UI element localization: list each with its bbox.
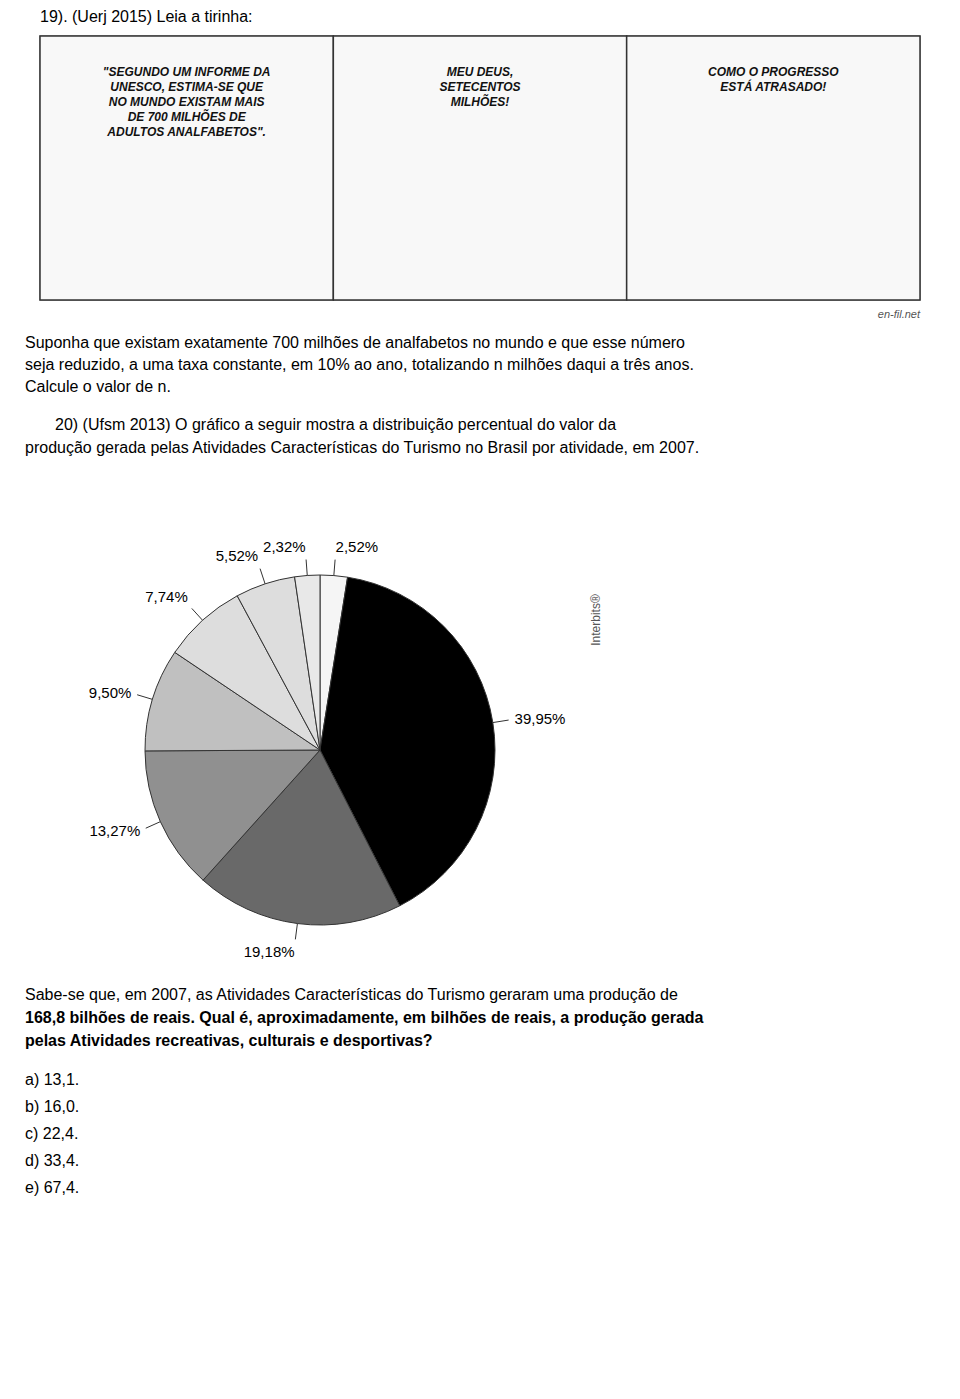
label-leader xyxy=(146,822,161,829)
label-leader xyxy=(306,560,307,576)
comic-strip xyxy=(40,36,920,300)
comic-text: MEU DEUS,SETECENTOSMILHÕES! xyxy=(439,65,520,109)
data-label: 5,52% xyxy=(216,547,259,564)
data-label: 19,18% xyxy=(244,943,295,960)
data-label: 2,52% xyxy=(336,538,379,555)
paragraph: Suponha que existam exatamente 700 milhõ… xyxy=(25,334,694,395)
label-leader xyxy=(334,560,335,576)
pie-slice xyxy=(295,575,320,750)
comic-panel xyxy=(627,36,920,300)
data-label: 13,27% xyxy=(89,822,140,839)
answer-option: e) 67,4. xyxy=(25,1179,79,1196)
watermark: Interbits® xyxy=(589,594,603,646)
question-text: Sabe-se que, em 2007, as Atividades Cara… xyxy=(25,986,678,1003)
data-label: 7,74% xyxy=(145,588,188,605)
question-title: 20) (Ufsm 2013) O gráfico a seguir mostr… xyxy=(55,416,616,433)
label-leader xyxy=(137,695,152,700)
comic-panel xyxy=(40,36,333,300)
pie-chart xyxy=(145,575,495,925)
pie-slice xyxy=(145,750,320,880)
answer-option: d) 33,4. xyxy=(25,1152,79,1169)
watermark: en-fil.net xyxy=(878,308,921,320)
question-text: 168,8 bilhões de reais. Qual é, aproxima… xyxy=(25,1009,704,1026)
page: 19). (Uerj 2015) Leia a tirinha: "SEGUNDO… xyxy=(0,0,960,1399)
label-leader xyxy=(493,720,509,723)
label-leader xyxy=(295,924,297,940)
answer-option: c) 22,4. xyxy=(25,1125,78,1142)
answer-option: b) 16,0. xyxy=(25,1098,79,1115)
data-label: 39,95% xyxy=(515,710,566,727)
comic-panel xyxy=(333,36,626,300)
answer-option: a) 13,1. xyxy=(25,1071,79,1088)
question-title: produção gerada pelas Atividades Caracte… xyxy=(25,439,699,456)
question-title: 19). (Uerj 2015) Leia a tirinha: xyxy=(40,8,253,25)
label-leader xyxy=(260,569,265,584)
data-label: 9,50% xyxy=(89,684,132,701)
question-text: pelas Atividades recreativas, culturais … xyxy=(25,1032,433,1049)
comic-text: COMO O PROGRESSOESTÁ ATRASADO! xyxy=(708,65,839,94)
comic-text: "SEGUNDO UM INFORME DAUNESCO, ESTIMA-SE … xyxy=(103,65,271,139)
data-label: 2,32% xyxy=(263,538,306,555)
label-leader xyxy=(192,608,203,620)
